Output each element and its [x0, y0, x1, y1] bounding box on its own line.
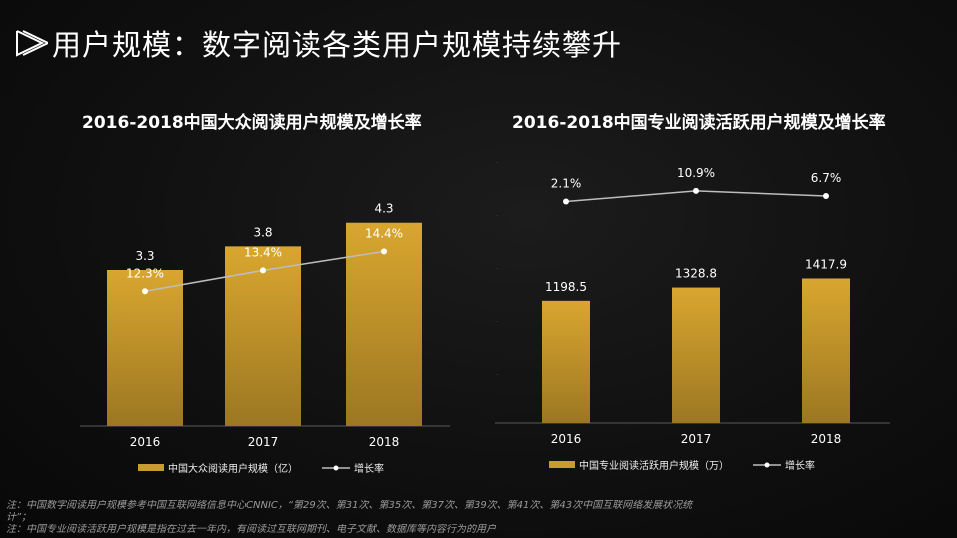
growth-rate-label: 2.1%	[551, 176, 582, 190]
bar-value-label: 1328.8	[675, 267, 717, 281]
growth-rate-point	[823, 192, 829, 199]
chart-title-professional-reading: 2016-2018中国专业阅读活跃用户规模及增长率	[512, 113, 886, 133]
bar-2016	[107, 270, 183, 426]
legend-bar-swatch	[549, 461, 575, 468]
page-title: 用户规模：数字阅读各类用户规模持续攀升	[52, 28, 623, 62]
growth-rate-label: 13.4%	[244, 245, 282, 259]
bar-2016	[542, 300, 590, 423]
bar-value-label: 4.3	[374, 202, 393, 216]
x-tick-label: 2016	[130, 435, 161, 449]
legend-line-label: 增长率	[354, 464, 384, 475]
footnote-2: 计”；	[6, 512, 32, 523]
legend-line-swatch	[753, 462, 781, 467]
bar-value-label: 3.8	[253, 225, 272, 239]
x-tick-label: 2018	[369, 435, 400, 449]
legend-chart2: 中国专业阅读活跃用户规模（万） 增长率	[549, 457, 815, 472]
growth-rate-point	[563, 198, 569, 205]
footnote-3: 注：中国专业阅读活跃用户规模是指在过去一年内，有阅读过互联网期刊、电子文献、数据…	[6, 524, 496, 535]
legend-line-swatch	[322, 465, 350, 470]
legend-bar-swatch	[138, 464, 164, 471]
bar-value-label: 1198.5	[545, 280, 587, 294]
growth-rate-label: 6.7%	[811, 171, 842, 185]
growth-rate-point	[260, 267, 266, 274]
bar-2018	[802, 278, 850, 423]
play-triangle-icon	[16, 30, 48, 57]
page-title-row: 用户规模：数字阅读各类用户规模持续攀升	[14, 22, 622, 64]
growth-rate-label: 14.4%	[365, 226, 403, 240]
legend-line-label: 增长率	[785, 461, 815, 472]
bar-2018	[346, 222, 422, 426]
footnote-1: 注：中国数字阅读用户规模参考中国互联网络信息中心CNNIC，“第29次、第31次…	[6, 500, 693, 511]
x-tick-label: 2017	[681, 432, 712, 446]
growth-rate-label: 12.3%	[126, 266, 164, 280]
growth-rate-point	[381, 248, 387, 255]
bar-value-label: 3.3	[135, 249, 154, 263]
growth-rate-label: 10.9%	[677, 166, 715, 180]
x-tick-label: 2018	[811, 432, 842, 446]
legend-chart1: 中国大众阅读用户规模（亿） 增长率	[138, 460, 384, 475]
legend-bar-label: 中国大众阅读用户规模（亿）	[168, 464, 298, 475]
bar-2017	[225, 246, 301, 426]
bar-value-label: 1417.9	[805, 257, 847, 271]
footnotes: 注：中国数字阅读用户规模参考中国互联网络信息中心CNNIC，“第29次、第31次…	[6, 500, 766, 536]
growth-rate-point	[693, 187, 699, 194]
chart-title-mass-reading: 2016-2018中国大众阅读用户规模及增长率	[82, 113, 422, 133]
bar-2017	[672, 287, 720, 423]
growth-rate-point	[142, 288, 148, 295]
x-tick-label: 2016	[551, 432, 582, 446]
legend-bar-label: 中国专业阅读活跃用户规模（万）	[579, 461, 729, 472]
x-tick-label: 2017	[248, 435, 279, 449]
